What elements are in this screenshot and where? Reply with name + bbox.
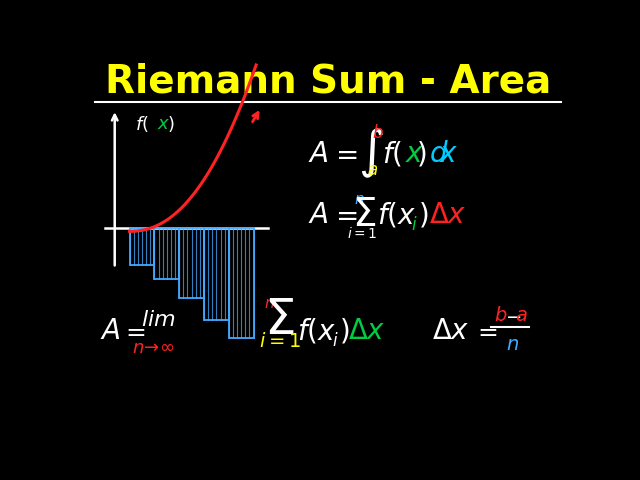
Bar: [204, 228, 229, 320]
Text: $f(x$: $f(x$: [376, 200, 416, 229]
Text: $=$: $=$: [473, 319, 498, 343]
Text: $)$: $)$: [167, 114, 174, 134]
Text: $i$: $i$: [411, 216, 417, 234]
Text: $)$: $)$: [419, 200, 429, 229]
Text: $n$: $n$: [264, 296, 274, 311]
Text: $\Delta x$: $\Delta x$: [348, 317, 385, 345]
Text: $d$: $d$: [429, 140, 449, 168]
Text: $-$: $-$: [505, 306, 522, 325]
Text: Riemann Sum - Area: Riemann Sum - Area: [105, 62, 551, 101]
Text: $f(x$: $f(x$: [297, 317, 337, 346]
Text: $\Delta x$: $\Delta x$: [432, 317, 470, 345]
Text: $n \!\rightarrow\! \infty$: $n \!\rightarrow\! \infty$: [132, 339, 175, 357]
Text: $\int$: $\int$: [358, 127, 383, 180]
Text: $x$: $x$: [439, 140, 458, 168]
Text: $i=1$: $i=1$: [347, 227, 378, 241]
Text: $b$: $b$: [494, 306, 508, 325]
Text: $=$: $=$: [121, 319, 146, 343]
Text: $f($: $f($: [134, 114, 148, 134]
Text: $n$: $n$: [355, 192, 365, 207]
Text: $\Sigma$: $\Sigma$: [264, 296, 294, 344]
Text: $A$: $A$: [308, 140, 329, 168]
Text: $lim$: $lim$: [141, 310, 175, 330]
Text: $\Delta x$: $\Delta x$: [429, 201, 467, 228]
Text: $i$: $i$: [332, 333, 339, 350]
Text: $A$: $A$: [308, 201, 329, 228]
Text: $b$: $b$: [372, 124, 383, 143]
Text: $)$: $)$: [339, 317, 349, 346]
Text: $i=1$: $i=1$: [259, 332, 301, 351]
Text: $a$: $a$: [515, 306, 528, 325]
Text: $=$: $=$: [330, 140, 358, 168]
Text: $\Sigma$: $\Sigma$: [352, 196, 376, 234]
Text: $a$: $a$: [367, 161, 378, 180]
Text: $x$: $x$: [157, 115, 170, 133]
Bar: [154, 228, 179, 279]
Text: $f($: $f($: [381, 139, 402, 168]
Bar: [179, 228, 204, 298]
Text: $n$: $n$: [506, 335, 518, 354]
Bar: [129, 228, 154, 264]
Text: $x$: $x$: [405, 140, 424, 168]
Text: $)$: $)$: [416, 139, 427, 168]
Bar: [229, 228, 253, 338]
Text: $A$: $A$: [100, 317, 120, 345]
Text: $=$: $=$: [330, 201, 358, 228]
